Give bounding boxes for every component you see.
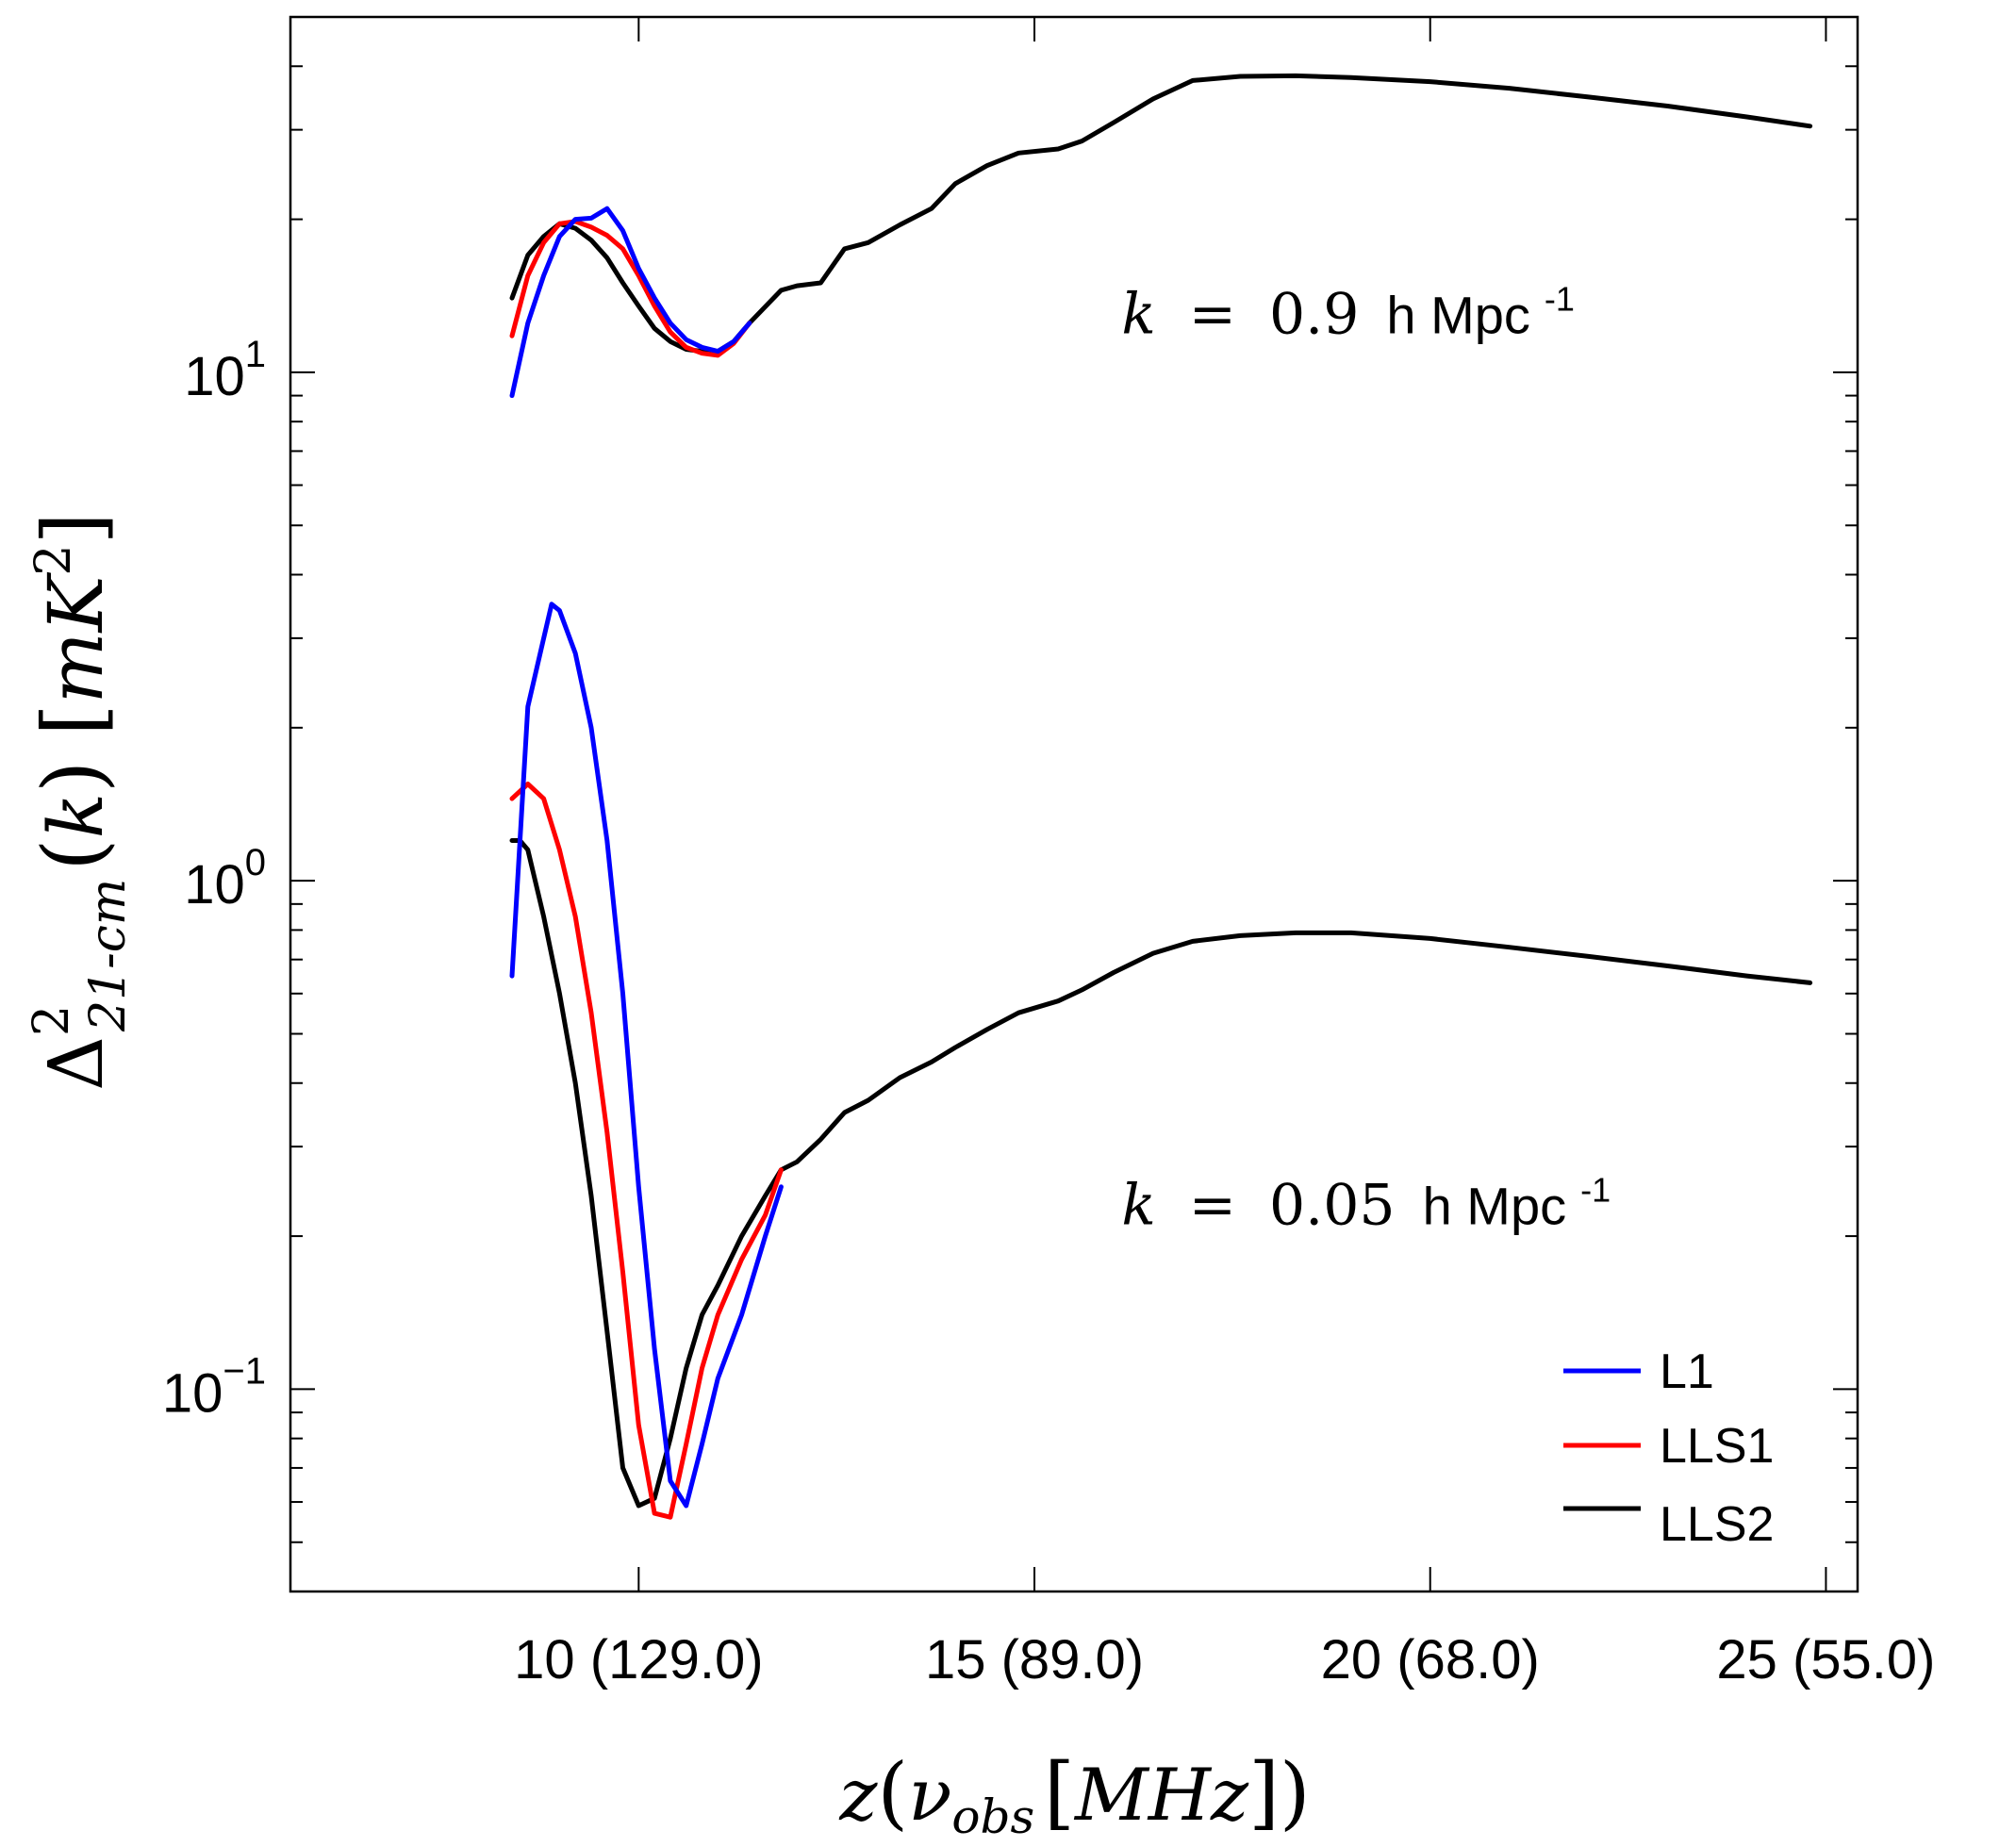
y-axis-label: Δ221-cm(k)[mK2] bbox=[24, 512, 137, 1091]
series-layer bbox=[509, 73, 1813, 1520]
series-line-common-k0.05 bbox=[778, 930, 1813, 1173]
series-line-l1-k0.9 bbox=[509, 206, 752, 399]
series-line-common-k0.9 bbox=[747, 73, 1813, 326]
x-axis-label: z(νobs [MHz]) bbox=[838, 1746, 1310, 1844]
series-line-l1-k0.05 bbox=[509, 602, 784, 1509]
series-line-lls2-k0.9 bbox=[509, 221, 752, 355]
x-tick-label: 10 (129.0) bbox=[514, 1629, 763, 1690]
y-tick-label: 10−1 bbox=[162, 1350, 266, 1424]
y-tick-labels: 10−1 100 101 bbox=[162, 334, 266, 1424]
x-tick-label: 25 (55.0) bbox=[1716, 1629, 1935, 1690]
y-tick-label: 101 bbox=[184, 334, 266, 407]
x-tick-label: 20 (68.0) bbox=[1321, 1629, 1540, 1690]
x-tick-label: 15 (89.0) bbox=[925, 1629, 1144, 1690]
x-tick-labels: 10 (129.0) 15 (89.0) 20 (68.0) 25 (55.0) bbox=[514, 1629, 1935, 1690]
legend-label-lls1: LLS1 bbox=[1660, 1419, 1774, 1474]
y-tick-label: 100 bbox=[184, 842, 266, 915]
series-line-lls1-k0.9 bbox=[509, 219, 752, 358]
annotation-k-0.9: k = 0.9 h Mpc -1 bbox=[1121, 279, 1575, 347]
annotation-k-0.05: k = 0.05 h Mpc -1 bbox=[1121, 1170, 1611, 1238]
x-ticks bbox=[637, 17, 1827, 1591]
legend-label-lls2: LLS2 bbox=[1660, 1497, 1774, 1552]
series-line-lls2-k0.05 bbox=[509, 838, 784, 1509]
series-line-lls1-k0.05 bbox=[509, 782, 784, 1520]
plot-frame bbox=[289, 15, 1859, 1593]
y-ticks bbox=[290, 16, 1858, 1592]
legend: L1 LLS1 LLS2 bbox=[1563, 1344, 1774, 1552]
legend-label-l1: L1 bbox=[1660, 1344, 1714, 1399]
